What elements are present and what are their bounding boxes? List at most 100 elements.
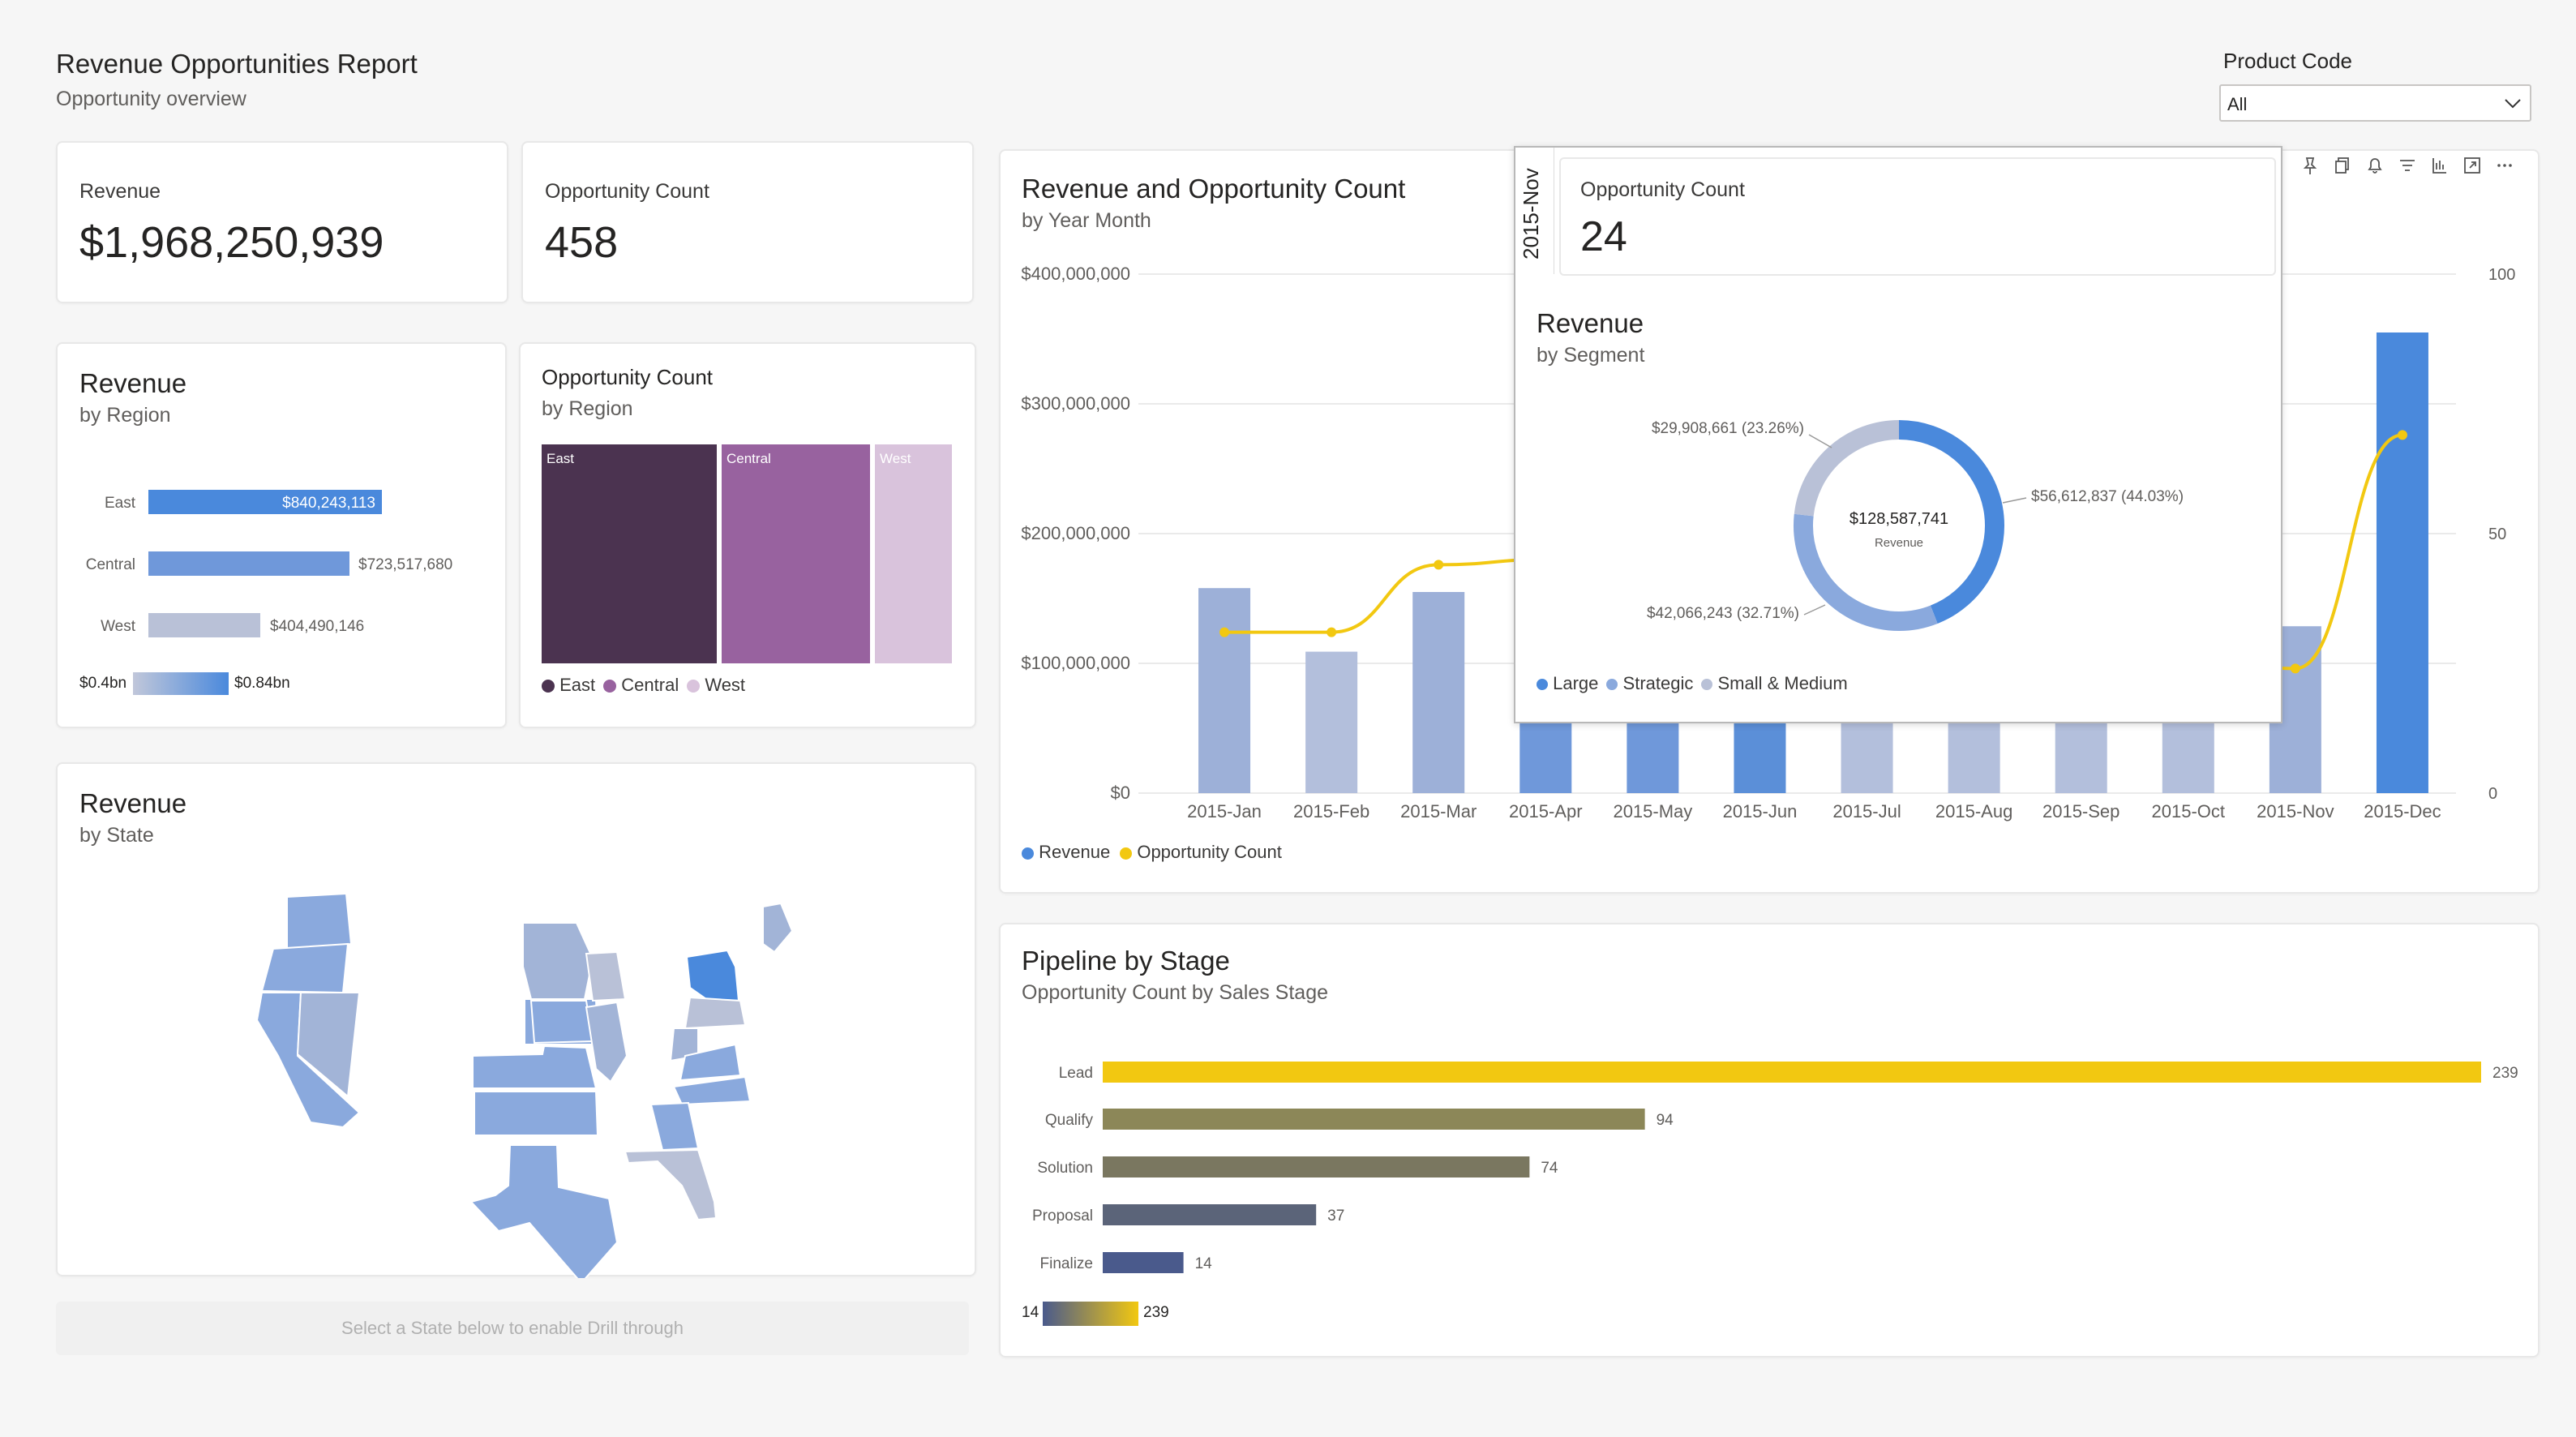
stage-label: Solution	[1037, 1160, 1093, 1177]
x-tick-label: 2015-Mar	[1400, 801, 1477, 821]
y-tick-label: $300,000,000	[1021, 393, 1130, 414]
kpi-opportunity-value: 458	[545, 218, 619, 267]
main-chart-title: Revenue and Opportunity Count	[1022, 174, 1406, 204]
state-florida	[624, 1148, 718, 1221]
region-bar-east[interactable]	[148, 490, 382, 514]
stage-value: 74	[1541, 1160, 1558, 1177]
treemap-label-central: Central	[727, 451, 771, 466]
revenue-by-region-card[interactable]: Revenue by Region East $840,243,113 Cent…	[56, 342, 507, 728]
tooltip-opp-label: Opportunity Count	[1580, 178, 1745, 201]
opportunity-point	[1327, 627, 1337, 637]
x-tick-label: 2015-Jan	[1187, 801, 1262, 821]
donut-leader	[1808, 434, 1832, 448]
x-tick-label: 2015-Sep	[2042, 801, 2120, 821]
report-subtitle: Opportunity overview	[56, 88, 246, 110]
product-code-dropdown[interactable]: All	[2219, 84, 2531, 122]
pipeline-title: Pipeline by Stage	[1022, 946, 1230, 976]
stage-label: Qualify	[1045, 1112, 1094, 1129]
main-chart-legend: Revenue Opportunity Count	[1022, 842, 1282, 863]
tooltip-segment-subtitle: by Segment	[1537, 344, 1645, 367]
legend-revenue[interactable]: Revenue	[1022, 842, 1110, 863]
region-value-central: $723,517,680	[358, 556, 452, 573]
state-map[interactable]	[58, 764, 978, 1278]
legend-central[interactable]: Central	[603, 675, 679, 696]
treemap-label-west: West	[880, 451, 911, 466]
pin-icon[interactable]	[2300, 155, 2321, 176]
region-bar-west[interactable]	[148, 613, 260, 637]
x-tick-label: 2015-Nov	[2257, 801, 2334, 821]
stage-value: 14	[1195, 1255, 1213, 1272]
legend-east[interactable]: East	[542, 675, 595, 696]
focus-mode-icon[interactable]	[2429, 155, 2450, 176]
revenue-bar	[2376, 332, 2428, 793]
pipeline-card[interactable]: Pipeline by Stage Opportunity Count by S…	[999, 923, 2540, 1358]
legend-large: Large	[1537, 673, 1598, 694]
stage-label: Lead	[1059, 1065, 1093, 1082]
bell-icon[interactable]	[2364, 155, 2385, 176]
more-options-icon[interactable]	[2494, 155, 2515, 176]
drill-through-button[interactable]: Select a State below to enable Drill thr…	[56, 1302, 969, 1355]
x-tick-label: 2015-Jul	[1832, 801, 1901, 821]
stage-bar	[1103, 1156, 1530, 1177]
state-north-carolina	[672, 1075, 752, 1106]
report-title: Revenue Opportunities Report	[56, 49, 418, 79]
visual-header-toolbar	[2300, 151, 2535, 180]
state-washington	[286, 892, 353, 950]
region-label-west: West	[101, 618, 136, 635]
donut-slice-label: $56,612,837 (44.03%)	[2031, 488, 2184, 505]
donut-leader	[1803, 604, 1826, 616]
state-oregon	[260, 942, 349, 994]
donut-center-label: Revenue	[1875, 536, 1923, 550]
state-map-subtitle: by State	[79, 824, 154, 847]
donut-slice	[1794, 513, 1938, 631]
gradient-min-label: $0.4bn	[79, 675, 126, 692]
treemap-legend: East Central West	[542, 675, 745, 696]
kpi-revenue-card[interactable]: Revenue $1,968,250,939	[56, 141, 508, 303]
legend-west[interactable]: West	[687, 675, 745, 696]
donut-slice-label: $29,908,661 (23.26%)	[1652, 420, 1804, 437]
y2-tick-label: 100	[2488, 266, 2515, 284]
state-texas	[469, 1144, 619, 1278]
opportunity-point	[2397, 430, 2407, 440]
kpi-opportunity-card[interactable]: Opportunity Count 458	[521, 141, 974, 303]
state-new-england	[762, 902, 794, 954]
state-pennsylvania	[684, 996, 747, 1030]
opp-region-subtitle: by Region	[542, 397, 633, 420]
legend-opportunity-count[interactable]: Opportunity Count	[1120, 842, 1282, 863]
filter-icon[interactable]	[2397, 155, 2418, 176]
x-tick-label: 2015-Aug	[1935, 801, 2012, 821]
product-code-label: Product Code	[2223, 49, 2352, 73]
state-kansas	[474, 1091, 599, 1136]
treemap-tile-central[interactable]: Central	[722, 444, 870, 663]
stage-bar	[1103, 1204, 1317, 1225]
opp-by-region-card[interactable]: Opportunity Count by Region East Central…	[519, 342, 976, 728]
donut-leader	[2002, 497, 2027, 504]
region-bar-central[interactable]	[148, 551, 349, 576]
y2-tick-label: 50	[2488, 525, 2506, 543]
gradient-min-label: 14	[1022, 1304, 1039, 1321]
opportunity-point	[2290, 663, 2300, 674]
stage-label: Proposal	[1032, 1208, 1093, 1225]
y-tick-label: $0	[1111, 783, 1130, 803]
legend-small-medium: Small & Medium	[1701, 673, 1848, 694]
y2-tick-label: 0	[2488, 785, 2497, 803]
revenue-bar	[1198, 588, 1251, 793]
treemap-tile-east[interactable]: East	[542, 444, 717, 663]
expand-icon[interactable]	[2462, 155, 2483, 176]
state-wisconsin	[585, 950, 627, 1002]
tooltip-legend: Large Strategic Small & Medium	[1537, 673, 1848, 694]
treemap-tile-west[interactable]: West	[875, 444, 952, 663]
copy-icon[interactable]	[2332, 155, 2353, 176]
tooltip-opp-value: 24	[1580, 213, 1627, 260]
pipeline-chart-svg[interactable]: Lead 239 Qualify 94 Solution 74 Proposal 37 Fina…	[1001, 924, 2541, 1359]
region-label-central: Central	[86, 556, 135, 573]
y-tick-label: $100,000,000	[1021, 653, 1130, 673]
stage-value: 37	[1327, 1208, 1344, 1225]
main-chart-subtitle: by Year Month	[1022, 209, 1151, 232]
x-tick-label: 2015-Apr	[1509, 801, 1583, 821]
tooltip-panel: 2015-Nov Opportunity Count 24 Revenue by…	[1514, 146, 2282, 723]
revenue-by-state-card[interactable]: Revenue by State	[56, 762, 978, 1278]
tooltip-segment-title: Revenue	[1537, 308, 1644, 338]
segment-donut-chart: $56,612,837 (44.03%) $42,066,243 (32.71%)…	[1647, 420, 2184, 631]
legend-strategic: Strategic	[1606, 673, 1693, 694]
